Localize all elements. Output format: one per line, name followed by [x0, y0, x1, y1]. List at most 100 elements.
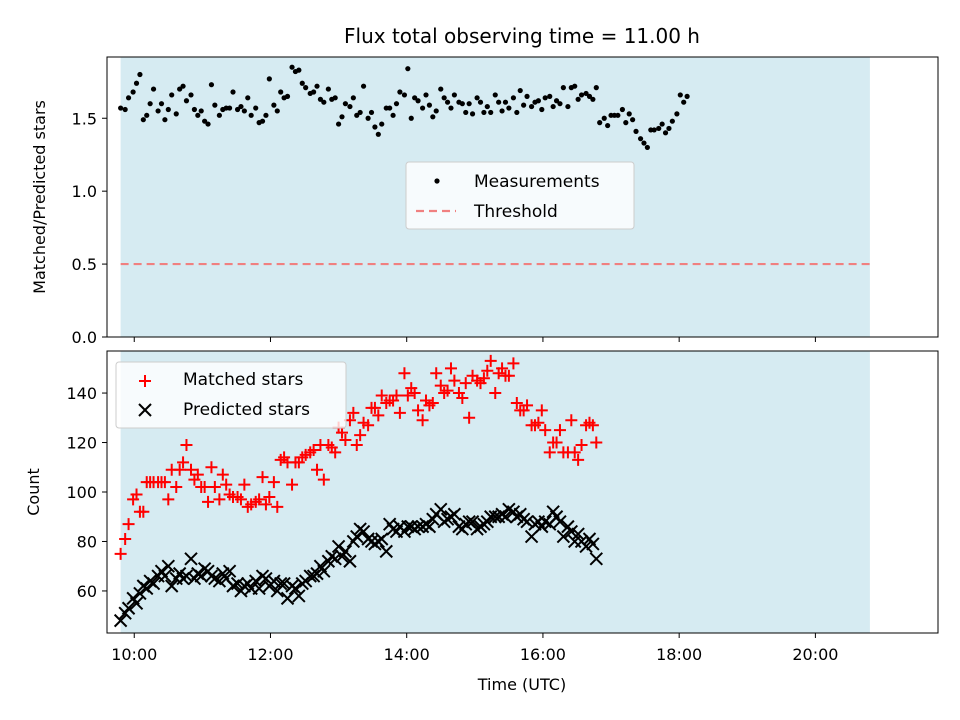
predicted-stars-point: [161, 559, 176, 573]
matched-stars-point: [368, 401, 381, 414]
measurement-point: [547, 93, 553, 99]
measurement-point: [474, 95, 480, 101]
matched-stars-point: [253, 493, 266, 506]
predicted-stars-point: [586, 537, 600, 551]
matched-stars-point: [173, 463, 186, 476]
predicted-stars-point: [249, 574, 263, 588]
matched-stars-point: [329, 446, 342, 459]
matched-stars-point: [372, 409, 385, 422]
measurement-point: [263, 112, 269, 118]
predicted-stars-point: [447, 507, 462, 521]
matched-stars-point: [114, 547, 127, 560]
predicted-stars-point: [520, 514, 534, 529]
measurement-point: [430, 114, 436, 120]
measurement-point: [681, 99, 687, 105]
legend-marker-measurements: [434, 178, 440, 184]
ratio-legend-box: [405, 161, 635, 230]
matched-stars-point: [350, 439, 363, 451]
measurement-point: [195, 112, 201, 118]
matched-stars-point: [426, 396, 439, 409]
measurement-point: [477, 99, 484, 105]
matched-stars-point: [550, 436, 563, 449]
matched-stars-point: [535, 404, 548, 417]
matched-stars-point: [572, 453, 585, 466]
measurement-point: [626, 111, 632, 117]
matched-stars-point: [158, 476, 171, 489]
measurement-point: [253, 105, 259, 111]
measurement-point: [122, 106, 128, 113]
predicted-stars-point: [556, 529, 571, 544]
measurement-point: [266, 76, 272, 82]
measurement-point: [375, 131, 381, 137]
measurement-point: [325, 86, 331, 92]
measurement-point: [641, 140, 647, 146]
measurement-point: [205, 121, 211, 127]
count-y-axis-label: Count: [24, 468, 43, 516]
measurement-point: [666, 125, 672, 132]
measurement-point: [481, 109, 487, 116]
ratio-y-tick-label: 1.0: [72, 182, 97, 201]
count-y-tick-label: 120: [66, 434, 97, 453]
matched-stars-point: [177, 456, 190, 469]
matched-stars-point: [130, 488, 143, 501]
measurement-point: [684, 93, 690, 99]
predicted-stars-point: [140, 581, 154, 596]
measurement-point: [180, 83, 186, 89]
measurement-point: [644, 144, 650, 151]
matched-stars-point: [198, 481, 211, 494]
measurement-point: [339, 114, 345, 120]
measurement-point: [623, 120, 629, 126]
measurement-point: [426, 102, 433, 108]
measurement-point: [560, 85, 566, 91]
measurement-point: [488, 109, 494, 116]
measurement-point: [586, 93, 593, 99]
measurement-point: [162, 117, 168, 123]
matched-stars-point: [539, 424, 552, 437]
measurement-point: [669, 118, 675, 124]
measurement-point: [278, 89, 284, 95]
measurement-point: [601, 115, 607, 121]
measurement-point: [357, 109, 363, 116]
measurement-point: [311, 89, 317, 95]
matched-stars-point: [119, 533, 132, 545]
matched-stars-point: [347, 406, 360, 419]
count-y-tick-label: 60: [77, 582, 97, 601]
predicted-stars-point: [292, 589, 306, 603]
matched-stars-point: [434, 379, 447, 392]
measurement-point: [125, 95, 132, 101]
matched-stars-point: [532, 416, 545, 429]
measurement-point: [183, 98, 190, 104]
measurement-point: [630, 117, 636, 123]
count-legend: Matched stars Predicted stars: [115, 361, 347, 429]
measurement-point: [202, 118, 208, 124]
x-tick-label: 16:00: [520, 645, 566, 664]
measurement-point: [539, 106, 545, 113]
matched-stars-point: [311, 463, 324, 476]
measurement-point: [372, 124, 378, 130]
measurement-point: [379, 121, 385, 127]
matched-stars-point: [335, 426, 348, 439]
matched-stars-point: [213, 493, 226, 506]
predicted-stars-point: [524, 529, 539, 544]
measurement-point: [303, 85, 309, 91]
ratio-plot-frame: [106, 56, 939, 338]
measurement-point: [659, 121, 665, 127]
matched-stars-point: [137, 505, 150, 518]
measurement-point: [212, 102, 218, 108]
matched-stars-point: [398, 367, 411, 380]
matched-stars-point: [307, 443, 320, 456]
predicted-stars-point: [465, 514, 480, 529]
predicted-stars-point: [184, 552, 198, 566]
measurement-point: [368, 109, 375, 116]
predicted-stars-point: [317, 564, 331, 578]
matched-stars-point: [202, 495, 215, 508]
matched-stars-point: [263, 490, 276, 503]
measurement-point: [542, 95, 548, 101]
measurement-point: [412, 95, 418, 101]
predicted-stars-point: [133, 586, 147, 601]
predicted-stars-point: [589, 552, 603, 566]
matched-stars-point: [481, 364, 494, 377]
matched-stars-point: [216, 468, 229, 481]
measurement-point: [597, 120, 603, 126]
